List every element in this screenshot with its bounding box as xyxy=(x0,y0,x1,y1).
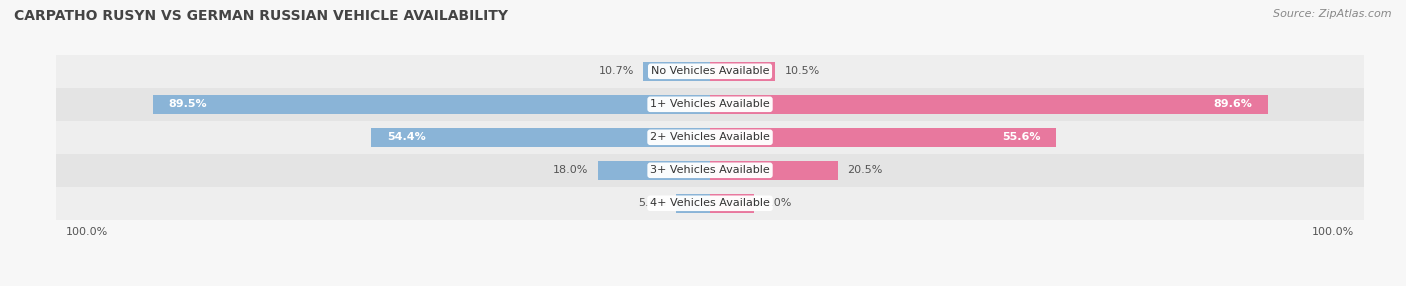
Bar xyxy=(0,187,1406,220)
Bar xyxy=(644,62,710,81)
Text: 55.6%: 55.6% xyxy=(1002,132,1040,142)
Bar xyxy=(0,55,1406,88)
Text: 89.5%: 89.5% xyxy=(169,99,207,109)
Bar xyxy=(710,161,838,180)
Text: 4+ Vehicles Available: 4+ Vehicles Available xyxy=(650,198,770,208)
Text: 7.0%: 7.0% xyxy=(763,198,792,208)
Bar xyxy=(153,95,710,114)
Bar xyxy=(0,154,1406,187)
Text: No Vehicles Available: No Vehicles Available xyxy=(651,66,769,76)
Bar xyxy=(0,121,1406,154)
Text: 10.5%: 10.5% xyxy=(785,66,820,76)
Text: 18.0%: 18.0% xyxy=(553,165,589,175)
Bar xyxy=(710,62,776,81)
Text: CARPATHO RUSYN VS GERMAN RUSSIAN VEHICLE AVAILABILITY: CARPATHO RUSYN VS GERMAN RUSSIAN VEHICLE… xyxy=(14,9,508,23)
Text: 5.5%: 5.5% xyxy=(638,198,666,208)
Bar xyxy=(0,88,1406,121)
Text: 2+ Vehicles Available: 2+ Vehicles Available xyxy=(650,132,770,142)
Text: Source: ZipAtlas.com: Source: ZipAtlas.com xyxy=(1274,9,1392,19)
Bar xyxy=(676,194,710,213)
Text: 89.6%: 89.6% xyxy=(1213,99,1253,109)
Text: 1+ Vehicles Available: 1+ Vehicles Available xyxy=(650,99,770,109)
Legend: Carpatho Rusyn, German Russian: Carpatho Rusyn, German Russian xyxy=(579,284,841,286)
Bar xyxy=(710,128,1056,147)
Bar xyxy=(371,128,710,147)
Text: 3+ Vehicles Available: 3+ Vehicles Available xyxy=(650,165,770,175)
Text: 20.5%: 20.5% xyxy=(846,165,883,175)
Text: 10.7%: 10.7% xyxy=(599,66,634,76)
Bar xyxy=(710,194,754,213)
Bar xyxy=(598,161,710,180)
Bar xyxy=(710,95,1268,114)
Text: 54.4%: 54.4% xyxy=(387,132,426,142)
